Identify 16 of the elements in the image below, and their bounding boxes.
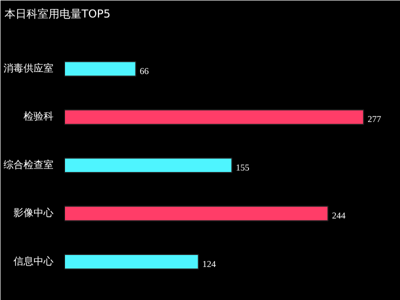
y-tick-label: 消毒供应室 [4, 62, 54, 74]
y-tick-label: 综合检查室 [4, 158, 54, 171]
data-label: 124 [202, 258, 216, 269]
bar [64, 206, 328, 222]
data-label: 155 [236, 162, 250, 172]
bar [64, 254, 199, 270]
bar [64, 61, 136, 77]
bar [64, 158, 232, 174]
y-tick-label: 检验科 [24, 110, 54, 123]
data-label: 66 [140, 66, 150, 76]
data-label: 277 [368, 114, 382, 124]
data-label: 244 [332, 210, 346, 221]
y-tick-label: 信息中心 [14, 255, 54, 268]
y-tick-label: 影像中心 [14, 207, 54, 220]
bar [64, 109, 364, 125]
chart-title: 本日科室用电量TOP5 [4, 8, 111, 20]
